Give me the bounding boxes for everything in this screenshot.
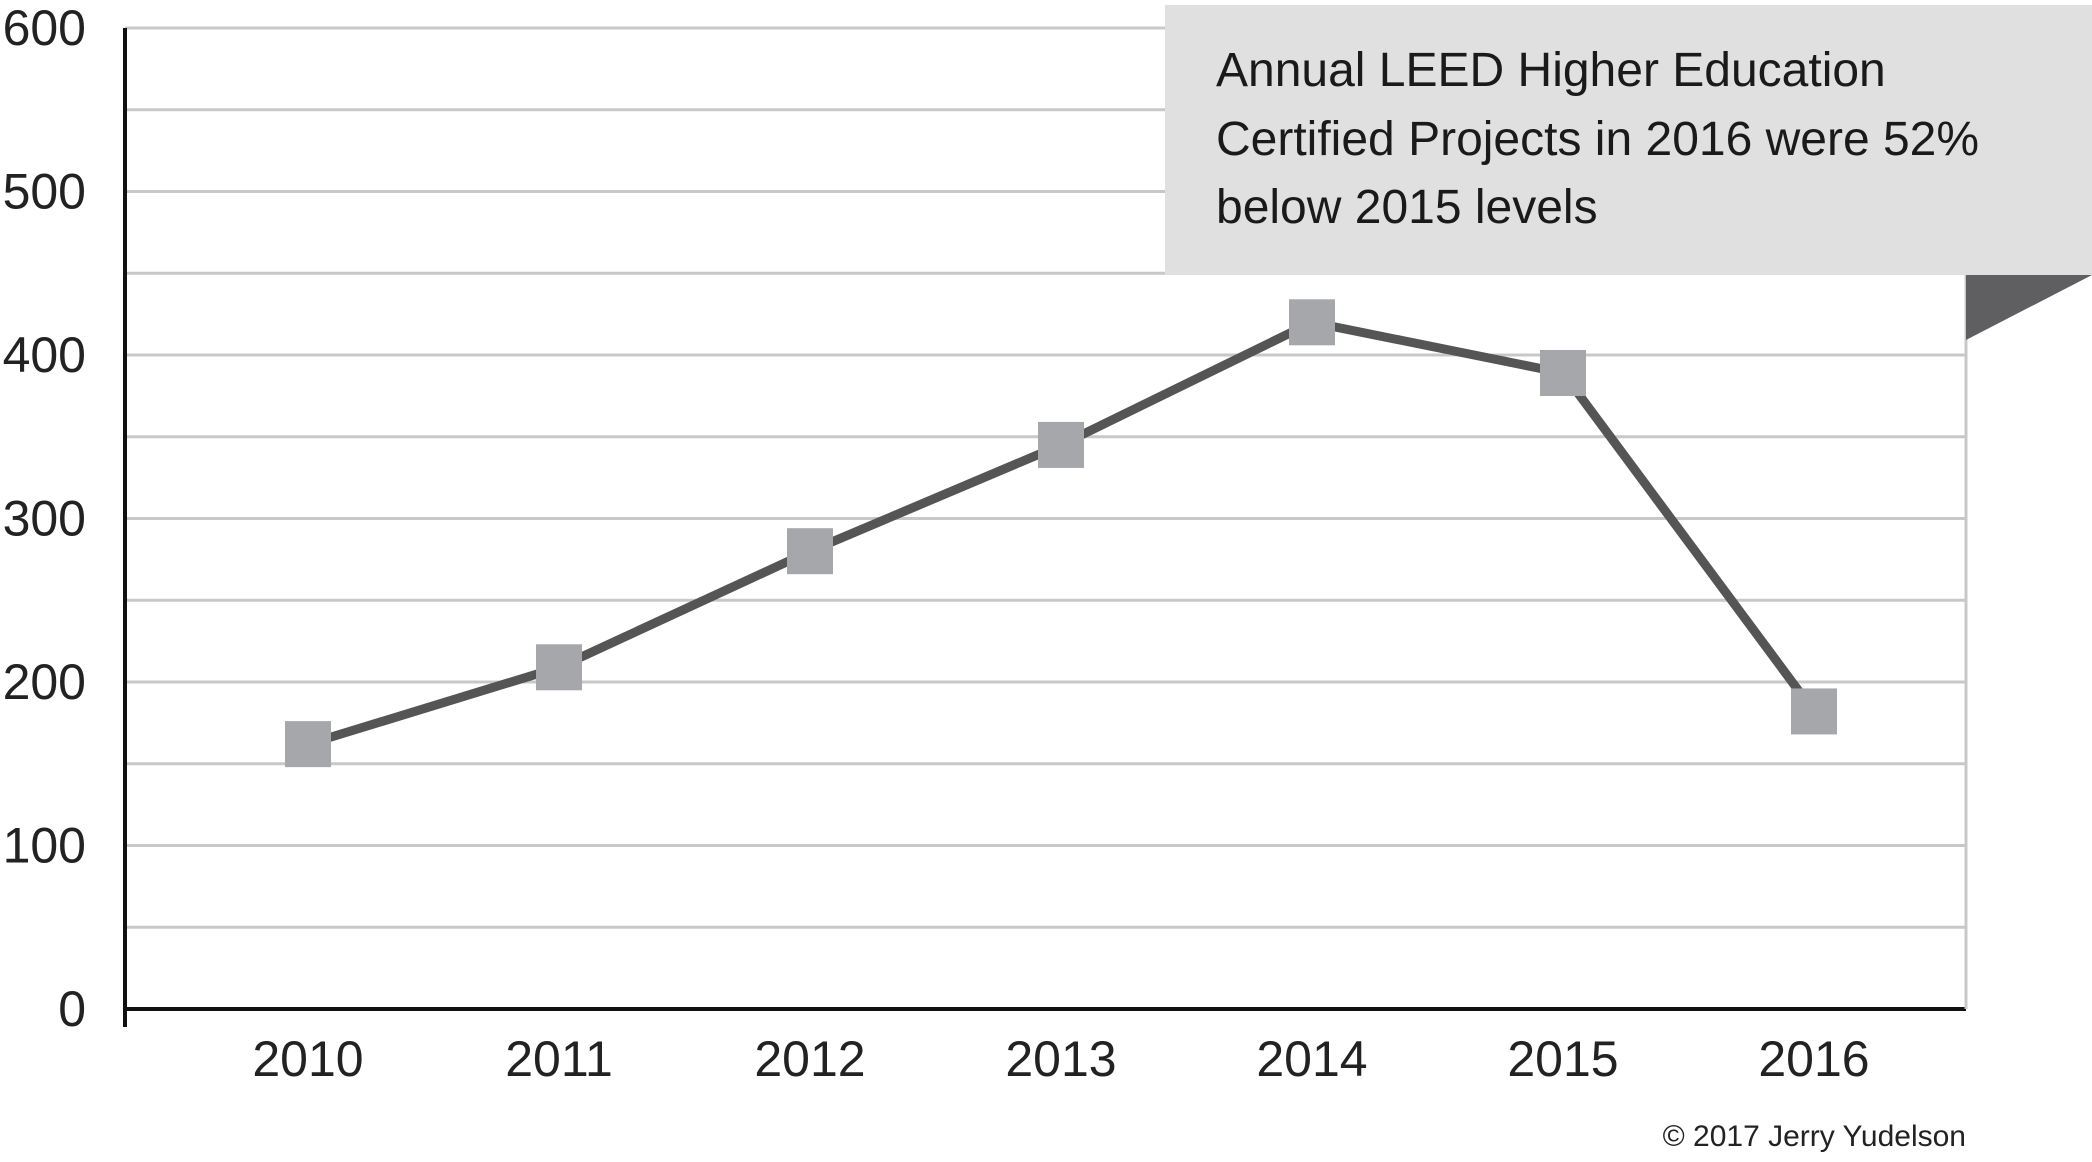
annotation-line-1: Annual LEED Higher Education: [1216, 44, 1886, 97]
y-tick-label: 300: [3, 491, 86, 547]
y-tick-labels: 0 100 200 300 400 500 600: [3, 0, 86, 1037]
y-tick-label: 100: [3, 818, 86, 874]
x-tick-label: 2011: [505, 1031, 613, 1087]
y-tick-label: 400: [3, 327, 86, 383]
x-tick-label: 2015: [1507, 1031, 1618, 1087]
y-tick-label: 0: [58, 981, 86, 1037]
annotation-line-3: below 2015 levels: [1216, 181, 1598, 234]
annotation-line-2: Certified Projects in 2016 were 52%: [1216, 113, 1979, 166]
x-tick-label: 2012: [754, 1031, 865, 1087]
series-markers: [285, 299, 1837, 768]
data-point-marker: [1038, 421, 1084, 468]
annotation-box: [1165, 5, 2092, 275]
x-tick-label: 2013: [1005, 1031, 1116, 1087]
annotation-tail: [1966, 275, 2092, 340]
copyright-credit: © 2017 Jerry Yudelson: [1663, 1120, 1966, 1153]
y-tick-label: 500: [3, 164, 86, 220]
x-tick-label: 2010: [252, 1031, 363, 1087]
x-tick-label: 2016: [1758, 1031, 1869, 1087]
x-tick-labels: 2010 2011 2012 2013 2014 2015 2016: [252, 1031, 1869, 1087]
data-point-marker: [1289, 299, 1335, 346]
data-point-marker: [536, 644, 582, 691]
data-point-marker: [787, 528, 833, 575]
y-tick-label: 200: [3, 654, 86, 710]
data-point-marker: [1540, 349, 1586, 396]
data-point-marker: [1791, 688, 1837, 735]
x-tick-label: 2014: [1256, 1031, 1367, 1087]
y-tick-label: 600: [3, 0, 86, 56]
annotation-callout: Annual LEED Higher Education Certified P…: [1165, 5, 2092, 340]
data-point-marker: [285, 721, 331, 768]
